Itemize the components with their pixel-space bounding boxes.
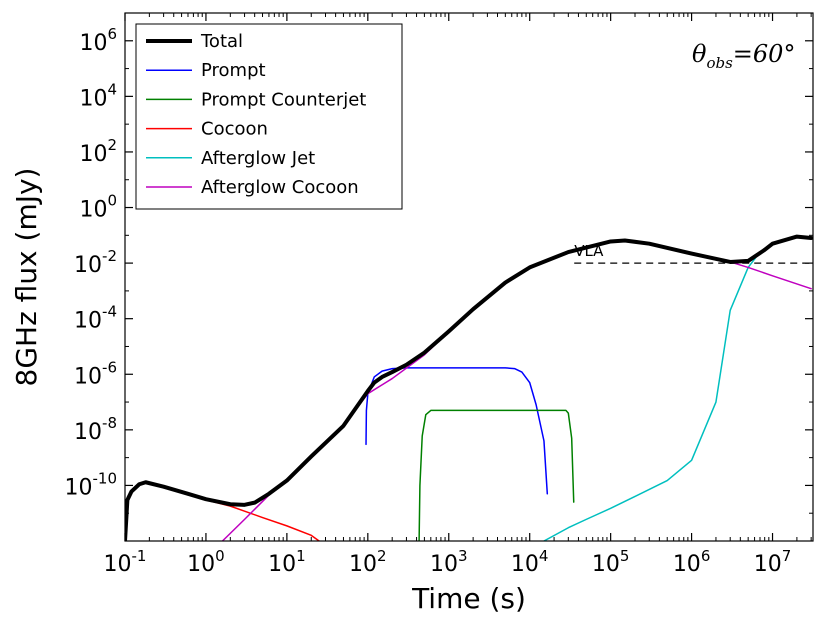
tick-layer: 10-1 100 101 102 103 104 105 106 107 10-10 10-8 10-…	[65, 12, 813, 577]
x-tick-label: 105	[592, 547, 630, 577]
x-axis-title: Time (s)	[411, 582, 526, 615]
x-tick-label: 106	[673, 547, 711, 577]
x-tick-label: 107	[754, 547, 792, 577]
x-tick-label: 101	[268, 547, 306, 577]
x-tick-label: 104	[511, 547, 549, 577]
theta-value: =60°	[733, 40, 796, 68]
x-tick-label: 102	[349, 547, 387, 577]
vla-label: VLA	[574, 242, 604, 260]
legend-label-cocoon: Cocoon	[201, 119, 268, 140]
y-tick-label: 100	[79, 192, 117, 223]
theta-obs-annotation: θobs=60°	[692, 40, 795, 72]
x-tick-label: 103	[430, 547, 468, 577]
legend: Total Prompt Prompt Counterjet Cocoon Afterg…	[135, 23, 403, 210]
y-tick-label: 104	[79, 80, 117, 111]
y-tick-label: 10-2	[74, 247, 117, 278]
y-tick-label: 102	[79, 136, 117, 167]
y-tick-label: 106	[79, 25, 117, 56]
series-line-total	[125, 234, 813, 541]
legend-label-total: Total	[200, 31, 243, 52]
x-tick-label: 10-1	[104, 547, 147, 577]
y-tick-label: 10-4	[74, 303, 117, 334]
series-layer	[125, 234, 813, 541]
y-tick-label: 10-6	[74, 358, 117, 389]
theta-symbol: θ	[692, 40, 707, 68]
legend-label-afterglow-cocoon: Afterglow Cocoon	[201, 177, 359, 198]
y-axis-title: 8GHz flux (mJy)	[10, 168, 43, 387]
legend-label-prompt-counterjet: Prompt Counterjet	[201, 89, 366, 110]
legend-label-afterglow-jet: Afterglow Jet	[201, 148, 315, 169]
plot-frame	[124, 12, 814, 542]
legend-label-prompt: Prompt	[201, 60, 266, 81]
theta-subscript: obs	[706, 54, 733, 72]
y-tick-label: 10-10	[65, 469, 118, 500]
series-line-prompt-counterjet	[418, 409, 575, 541]
y-tick-label: 10-8	[74, 414, 117, 445]
legend-box	[135, 23, 403, 210]
x-tick-label: 100	[187, 547, 225, 577]
